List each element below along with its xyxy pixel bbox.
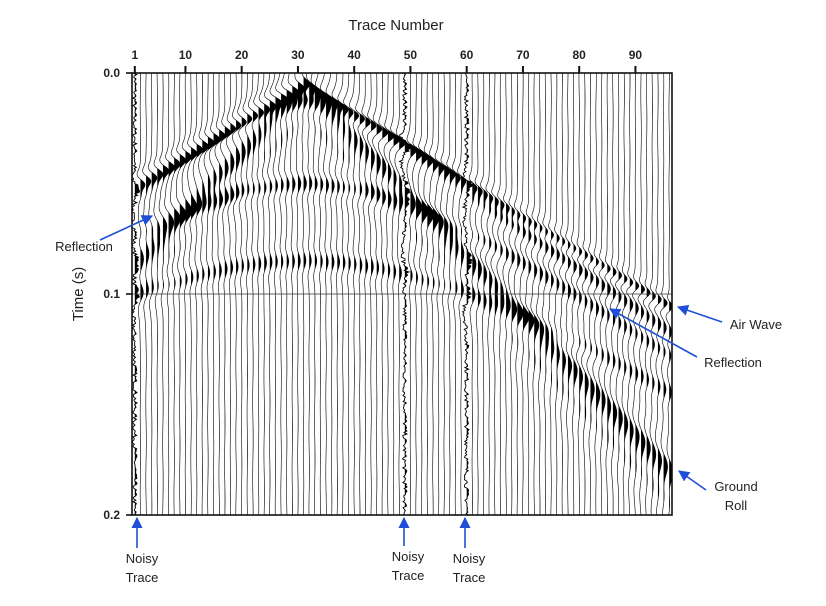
- trace-fill: [461, 73, 466, 515]
- trace-fill: [292, 73, 300, 515]
- trace-fill: [331, 73, 339, 515]
- annotation-ground-roll: Ground Roll: [678, 470, 758, 513]
- x-axis-ticks: 1 10 20 30 40 50 60 70 80 90: [131, 48, 642, 73]
- trace-fill: [326, 73, 334, 515]
- arrow-icon: [99, 215, 154, 241]
- trace-fill: [657, 73, 662, 515]
- annotation-air-wave: Air Wave: [676, 304, 782, 332]
- arrow-icon: [609, 308, 698, 358]
- annotation-label-line-1: Noisy: [453, 551, 486, 566]
- arrow-icon: [678, 470, 707, 491]
- x-tick-label: 70: [516, 48, 530, 62]
- y-axis-ticks: 0.0 0.1 0.2: [103, 66, 132, 522]
- y-tick-label: 0.1: [103, 287, 120, 301]
- trace-fill: [179, 73, 187, 515]
- y-tick-label: 0.0: [103, 66, 120, 80]
- annotation-noisy-trace-49: Noisy Trace: [392, 516, 425, 583]
- trace-fill: [258, 73, 264, 515]
- trace-fill: [320, 73, 328, 515]
- x-tick-label: 80: [573, 48, 587, 62]
- annotation-label-line-2: Roll: [725, 498, 748, 513]
- trace-fill: [348, 73, 354, 515]
- annotation-reflection-right: Reflection: [609, 308, 762, 370]
- x-tick-label: 20: [235, 48, 249, 62]
- y-tick-label: 0.2: [103, 508, 120, 522]
- trace-fill: [432, 73, 439, 515]
- trace-fill: [151, 73, 157, 515]
- trace-fill: [146, 73, 151, 515]
- trace-fill: [286, 73, 295, 515]
- annotation-label-line-2: Trace: [126, 570, 159, 585]
- trace-fill: [297, 73, 305, 515]
- trace-fill: [314, 73, 322, 515]
- x-tick-label: 1: [131, 48, 138, 62]
- trace-fill: [303, 73, 310, 515]
- trace-fill: [455, 73, 461, 515]
- trace-fill: [247, 73, 252, 515]
- arrow-icon: [676, 304, 723, 323]
- noisy-trace-fill: [404, 73, 412, 515]
- trace-fill: [663, 73, 668, 515]
- trace-fill: [174, 73, 181, 515]
- x-tick-label: 30: [291, 48, 305, 62]
- annotation-label-line-1: Ground: [714, 479, 757, 494]
- trace-fill: [281, 73, 289, 515]
- trace-fill: [624, 73, 628, 515]
- x-tick-label: 60: [460, 48, 474, 62]
- x-tick-label: 10: [179, 48, 193, 62]
- y-axis-title: Time (s): [70, 267, 87, 321]
- trace-fill: [309, 73, 316, 515]
- trace-fill: [342, 73, 349, 515]
- trace-fill: [213, 73, 221, 515]
- trace-fill: [596, 73, 600, 515]
- trace-fill: [359, 73, 365, 515]
- trace-fill: [399, 73, 406, 515]
- trace-fill: [371, 73, 377, 515]
- x-axis-title: Trace Number: [348, 17, 443, 34]
- annotation-noisy-trace-60: Noisy Trace: [453, 516, 486, 585]
- annotation-label-line-2: Trace: [392, 568, 425, 583]
- trace-fill: [236, 73, 241, 515]
- annotation-label-line-1: Noisy: [126, 551, 159, 566]
- annotation-label-line-1: Noisy: [392, 549, 425, 564]
- trace-fill: [601, 73, 606, 515]
- x-tick-label: 50: [404, 48, 418, 62]
- annotation-label: Air Wave: [730, 317, 782, 332]
- trace-fill: [354, 73, 359, 515]
- trace-fill: [230, 73, 236, 515]
- annotation-label: Reflection: [55, 239, 113, 254]
- annotation-label: Reflection: [704, 355, 762, 370]
- trace-fill: [376, 73, 382, 515]
- annotation-label-line-2: Trace: [453, 570, 486, 585]
- trace-fill: [629, 73, 634, 515]
- trace-fill: [607, 73, 611, 515]
- annotation-reflection-left: Reflection: [55, 215, 154, 254]
- x-tick-label: 90: [629, 48, 643, 62]
- trace-fill: [252, 73, 258, 515]
- trace-fill: [264, 73, 270, 515]
- annotation-noisy-trace-1: Noisy Trace: [126, 516, 159, 585]
- trace-fill: [393, 73, 401, 515]
- trace-fill: [427, 73, 435, 515]
- x-tick-label: 40: [348, 48, 362, 62]
- trace-fill: [207, 73, 215, 515]
